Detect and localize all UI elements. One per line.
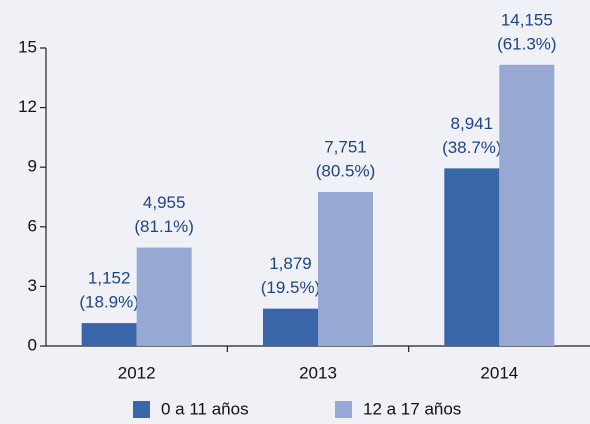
legend-swatch	[133, 401, 150, 418]
share-label: (81.1%)	[134, 217, 194, 236]
legend-swatch	[335, 401, 352, 418]
y-tick-label: 15	[18, 37, 37, 56]
share-label: (38.7%)	[442, 138, 502, 157]
bar	[499, 64, 555, 347]
value-label: 1,152	[88, 269, 131, 288]
x-tick-label: 2012	[118, 363, 156, 382]
value-label: 1,879	[269, 254, 312, 273]
share-label: (19.5%)	[261, 278, 321, 297]
share-label: (18.9%)	[79, 293, 139, 312]
legend-label: 0 a 11 años	[161, 399, 249, 418]
value-label: 8,941	[451, 114, 494, 133]
x-tick-label: 2013	[299, 363, 337, 382]
bar	[318, 192, 373, 346]
share-label: (61.3%)	[497, 34, 557, 53]
y-tick-label: 0	[28, 335, 37, 354]
y-tick-label: 9	[28, 157, 37, 176]
value-label: 14,155	[501, 10, 553, 29]
bar	[81, 323, 137, 346]
bar	[136, 247, 192, 346]
y-tick-label: 6	[28, 216, 37, 235]
share-label: (80.5%)	[316, 161, 376, 180]
value-label: 4,955	[143, 193, 186, 212]
legend-label: 12 a 17 años	[363, 399, 461, 418]
bar	[444, 168, 500, 346]
bar	[263, 308, 318, 346]
value-label: 7,751	[324, 137, 367, 156]
y-tick-label: 12	[18, 97, 37, 116]
x-tick-label: 2014	[480, 363, 518, 382]
y-tick-label: 3	[28, 276, 37, 295]
